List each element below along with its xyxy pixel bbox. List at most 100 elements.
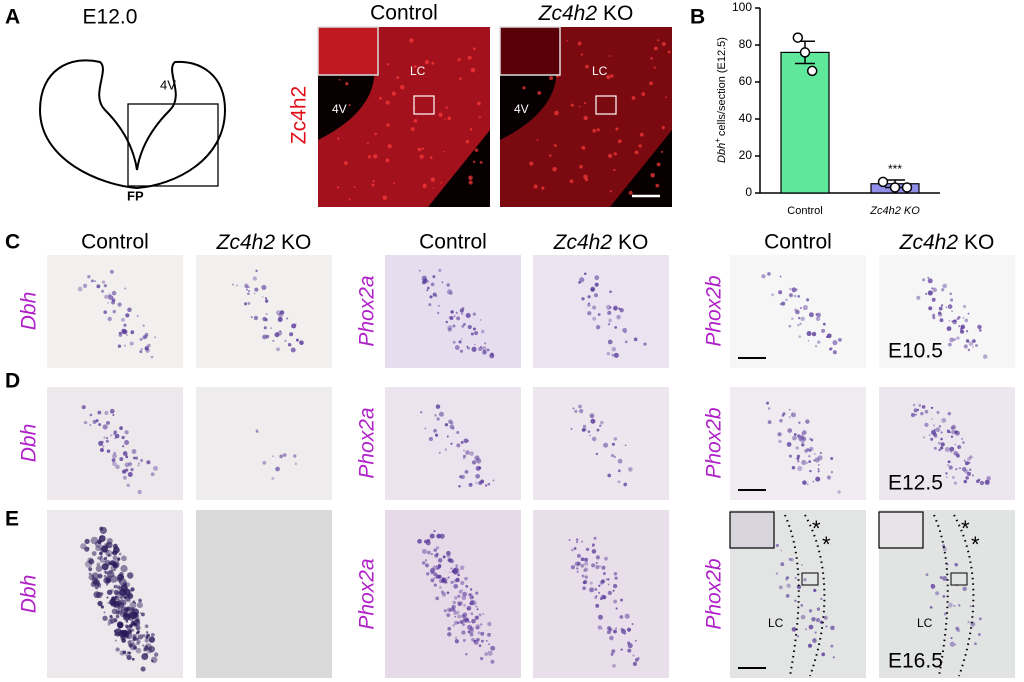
stained-cell [480,623,483,626]
stained-cell [103,556,108,561]
stained-cell [940,304,944,307]
stained-cell [466,618,469,621]
stained-cell [583,428,587,432]
fluorescent-dot [610,74,614,78]
stained-cell [117,344,122,348]
stained-cell [279,330,282,333]
stained-cell [789,287,792,291]
stained-cell [460,312,464,316]
stained-cell [825,625,828,628]
stained-cell [954,443,957,446]
stained-cell [456,443,461,448]
stained-cell [144,346,149,351]
inner-label: LC [768,616,784,630]
stained-cell [826,335,829,338]
stained-cell [457,571,460,574]
stained-cell [454,345,460,350]
micrograph [533,510,669,678]
fluorescent-dot [613,168,616,172]
stained-cell [143,647,147,652]
stained-cell [594,275,600,281]
stained-cell [934,434,938,439]
fluorescent-dot [445,106,448,109]
stained-cell [113,569,116,572]
fluorescent-dot [385,158,390,163]
stained-cell [581,297,585,301]
stained-cell [275,466,280,472]
stained-cell [424,427,427,430]
fluorescent-dot [661,150,664,154]
stained-cell [948,465,953,470]
stained-cell [119,571,124,577]
stained-cell [430,578,435,583]
stained-cell [814,345,818,348]
stained-cell [461,589,464,591]
micrograph [196,510,332,678]
stained-cell [447,289,453,295]
fluorescent-dot [444,118,446,121]
fluorescent-dot [470,67,476,73]
stained-cell [128,651,132,655]
stained-cell [441,281,444,284]
stained-cell [81,405,86,410]
stained-cell [482,613,485,615]
stained-cell [88,567,93,572]
stained-cell [279,310,285,315]
stained-cell [789,294,792,297]
stained-cell [938,306,943,311]
stained-cell [469,632,474,637]
stained-cell [421,548,427,555]
fluorescent-dot [655,183,660,188]
stained-cell [582,586,586,591]
roi-box [950,572,968,586]
row-label: Phox2b [703,407,726,479]
fluorescence-label: Zc4h2 [288,86,311,144]
stained-cell [931,418,933,420]
stained-cell [920,411,924,416]
stained-cell [467,630,471,634]
stained-cell [449,571,451,574]
data-point [901,182,913,193]
stained-cell [114,433,120,439]
stained-cell [942,595,946,598]
inset [499,26,561,76]
stained-cell [598,591,601,594]
stained-cell [84,560,93,568]
stained-cell [788,292,794,298]
stained-cell [912,403,916,407]
stained-cell [93,591,101,599]
y-tick-label: 40 [739,111,753,125]
stained-cell [767,272,771,276]
stained-cell [961,467,967,472]
stained-cell [800,316,805,322]
stained-cell [464,576,468,581]
stained-cell [816,607,821,611]
stained-cell [609,635,614,641]
stained-cell [265,313,268,316]
stained-cell [579,409,584,414]
stained-cell [466,345,469,348]
stained-cell [289,332,294,337]
stained-cell [931,297,936,302]
x-tick-label: Control [787,205,822,217]
fluorescent-dot [465,139,470,144]
stained-cell [115,647,120,652]
stained-cell [808,624,814,630]
stained-cell [452,324,456,328]
stained-cell [451,605,454,608]
data-point [889,182,901,193]
stained-cell [576,567,579,570]
stained-cell [794,576,797,580]
stained-cell [476,608,479,611]
stained-cell [90,279,94,283]
stained-cell [104,410,109,415]
stained-cell [459,565,465,570]
fluorescent-dot [469,128,473,131]
stained-cell [122,329,128,335]
stained-cell [112,550,118,556]
stained-cell [447,576,450,579]
star: * [822,532,831,557]
stained-cell [631,623,634,625]
fluorescent-dot [336,186,340,189]
stained-cell [130,330,135,335]
